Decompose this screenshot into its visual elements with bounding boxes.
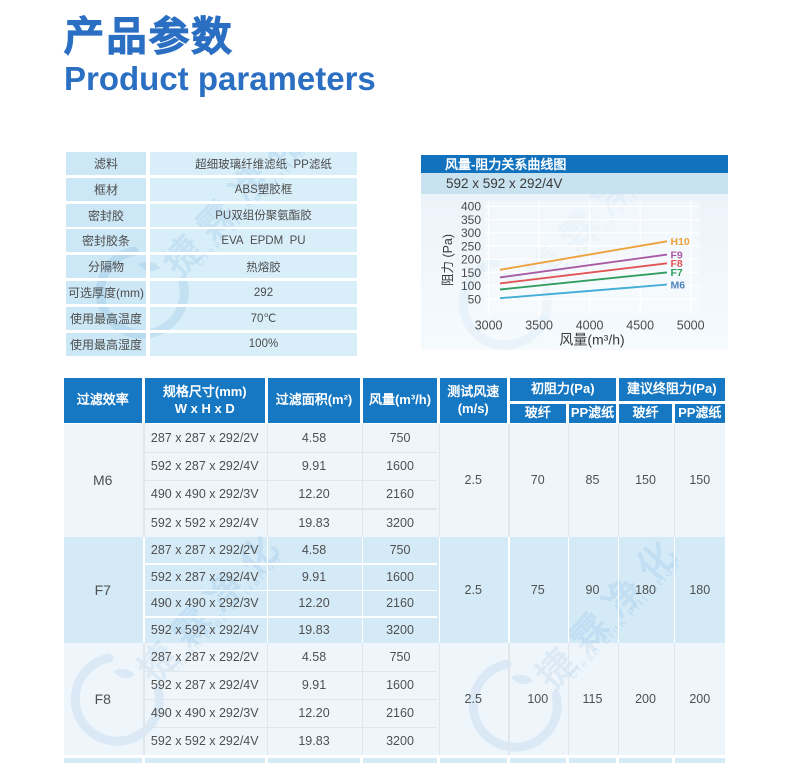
svg-text:F8: F8 xyxy=(671,258,683,270)
svg-text:3000: 3000 xyxy=(475,318,503,332)
svg-text:风量(m³/h): 风量(m³/h) xyxy=(559,332,624,348)
svg-text:300: 300 xyxy=(461,226,481,240)
svg-text:F9: F9 xyxy=(671,249,683,261)
svg-text:4000: 4000 xyxy=(576,318,604,332)
svg-text:M6: M6 xyxy=(671,279,686,291)
svg-text:H10: H10 xyxy=(671,236,690,248)
svg-text:400: 400 xyxy=(461,200,481,214)
svg-text:50: 50 xyxy=(468,292,482,306)
svg-text:100: 100 xyxy=(461,279,481,293)
svg-text:F7: F7 xyxy=(671,267,683,279)
svg-text:4500: 4500 xyxy=(626,318,654,332)
svg-text:阻力 (Pa): 阻力 (Pa) xyxy=(441,234,455,286)
svg-text:350: 350 xyxy=(461,213,481,227)
svg-text:150: 150 xyxy=(461,266,481,280)
svg-text:200: 200 xyxy=(461,253,481,267)
svg-text:250: 250 xyxy=(461,239,481,253)
svg-text:3500: 3500 xyxy=(525,318,553,332)
svg-text:5000: 5000 xyxy=(677,318,705,332)
